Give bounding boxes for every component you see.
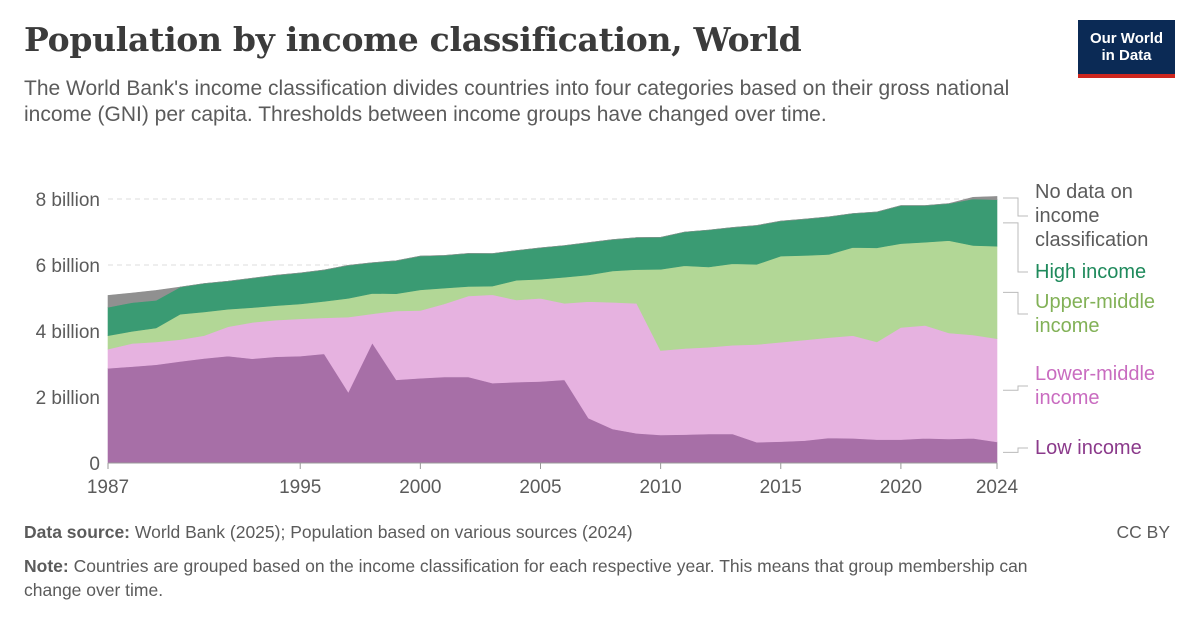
legend-label: Upper-middle [1035, 291, 1155, 313]
data-source: Data source: World Bank (2025); Populati… [24, 522, 633, 543]
x-tick-label: 2020 [880, 477, 922, 498]
legend-label: income [1035, 205, 1099, 227]
x-tick-label: 1987 [87, 477, 129, 498]
legend-label: classification [1035, 229, 1148, 251]
legend-label: income [1035, 387, 1099, 409]
legend-connector [1003, 385, 1028, 391]
source-label: Data source: [24, 522, 131, 542]
legend-connector [1003, 291, 1028, 315]
legend-label: Lower-middle [1035, 363, 1155, 385]
source-text[interactable]: World Bank (2025); Population based on v… [134, 522, 633, 542]
chart-note: Note: Countries are grouped based on the… [24, 554, 1074, 602]
chart-subtitle: The World Bank's income classification d… [24, 77, 1010, 126]
area-no-data-on-income-classification[interactable] [107, 196, 998, 308]
legend-connector [1003, 447, 1028, 453]
y-tick-label: 4 billion [36, 322, 100, 343]
logo-line-1: Our World [1089, 30, 1164, 47]
legend-label: No data on [1035, 181, 1133, 203]
x-tick-label: 2010 [639, 477, 681, 498]
x-tick-label: 2000 [399, 477, 441, 498]
y-axis: 0 2 billion 4 billion 6 billion 8 billion [36, 190, 100, 475]
note-text: Countries are grouped based on the incom… [24, 556, 1028, 600]
y-tick-label: 0 [89, 454, 100, 475]
legend-connector [1003, 222, 1028, 273]
y-tick-label: 6 billion [36, 256, 100, 277]
legend-item[interactable]: Low income [1003, 437, 1142, 459]
y-tick-label: 8 billion [36, 190, 100, 211]
license-link[interactable]: CC BY [1116, 522, 1170, 542]
owid-logo[interactable]: Our World in Data [1078, 20, 1175, 78]
x-tick-label: 2005 [519, 477, 561, 498]
legend-connector [1003, 197, 1028, 217]
legend-label: High income [1035, 261, 1146, 283]
y-tick-label: 2 billion [36, 388, 100, 409]
stacked-areas [107, 196, 998, 464]
logo-line-2: in Data [1101, 47, 1152, 64]
legend-item[interactable]: High income [1003, 222, 1146, 283]
x-axis: 1987 1995 2000 2005 2010 2015 2020 2024 [87, 462, 1019, 498]
x-tick-label: 1995 [279, 477, 321, 498]
x-tick-label: 2024 [976, 477, 1019, 498]
chart-title: Population by income classification, Wor… [24, 20, 802, 59]
x-tick-label: 2015 [760, 477, 802, 498]
note-label: Note: [24, 556, 69, 576]
legend-label: income [1035, 315, 1099, 337]
legend-label: Low income [1035, 437, 1142, 459]
